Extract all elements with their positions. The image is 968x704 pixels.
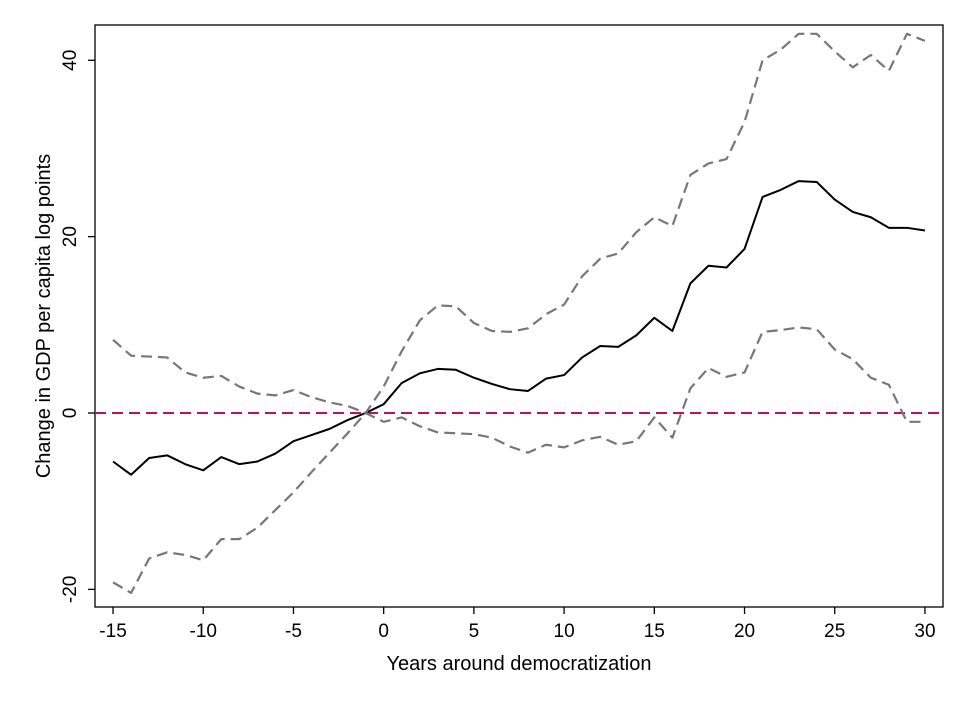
y-axis: -20 0 20 40	[60, 50, 95, 603]
x-tick-label: -15	[99, 621, 126, 642]
x-tick-label: 20	[734, 621, 755, 642]
x-tick-label: 30	[914, 621, 935, 642]
x-tick-label: 5	[469, 621, 480, 642]
x-tick-label: 0	[378, 621, 389, 642]
y-tick-label: 20	[60, 226, 81, 247]
y-axis-title: Change in GDP per capita log points	[33, 154, 55, 478]
lower-ci-line	[112, 326, 925, 594]
upper-ci-line	[112, 32, 926, 415]
y-tick-label: -20	[60, 576, 81, 603]
x-tick-label: -10	[190, 621, 217, 642]
x-tick-label: 10	[554, 621, 575, 642]
estimate-line	[112, 180, 926, 476]
x-tick-label: 25	[824, 621, 845, 642]
y-tick-label: 40	[60, 50, 81, 71]
x-axis: -15 -10 -5 0 5 10 15 20 25 30	[99, 607, 936, 642]
x-tick-label: -5	[285, 621, 302, 642]
plot-area	[94, 24, 944, 608]
x-tick-label: 15	[644, 621, 665, 642]
y-tick-label: 0	[60, 408, 81, 419]
series-group	[112, 32, 926, 594]
x-axis-title: Years around democratization	[387, 653, 652, 675]
